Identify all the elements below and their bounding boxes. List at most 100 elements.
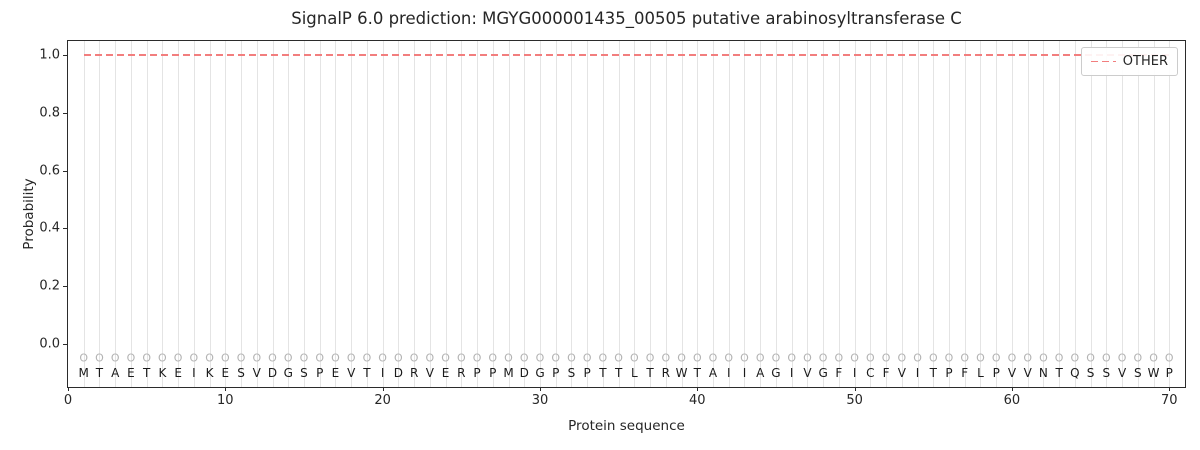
gridline [775, 41, 777, 387]
other-position-marker: O [346, 351, 356, 365]
gridline [980, 41, 982, 387]
x-tick-label: 10 [217, 393, 234, 408]
other-position-marker: O [834, 351, 844, 365]
residue-letter: R [457, 366, 466, 381]
x-tick-mark [697, 387, 699, 391]
other-position-marker: O [441, 351, 450, 365]
other-position-marker: O [850, 351, 859, 365]
residue-letter: T [693, 366, 701, 381]
residue-letter: V [252, 366, 261, 381]
residue-letter: T [614, 366, 623, 381]
other-position-marker: O [236, 351, 246, 365]
residue-letter: A [708, 366, 718, 381]
x-tick-mark [225, 387, 227, 391]
other-position-marker: O [692, 351, 702, 365]
residue-letter: P [552, 366, 560, 381]
gridline [870, 41, 872, 387]
other-position-marker: O [614, 351, 623, 365]
residue-letter: D [267, 366, 278, 381]
y-tick-label: 0.4 [39, 220, 60, 236]
other-position-marker: O [771, 351, 781, 365]
x-tick-mark [1169, 387, 1171, 391]
gridline [178, 41, 180, 387]
other-position-marker: O [110, 351, 120, 365]
gridline [461, 41, 463, 387]
other-position-marker: O [1023, 351, 1033, 365]
other-position-marker: O [866, 351, 875, 365]
residue-letter: T [1055, 366, 1063, 381]
other-position-marker: O [488, 351, 498, 365]
residue-letter: E [127, 366, 135, 381]
residue-letter: S [300, 366, 308, 381]
y-tick-label: 1.0 [39, 47, 60, 63]
residue-letter: G [535, 366, 545, 381]
residue-letter: W [1147, 366, 1160, 381]
gridline [681, 41, 683, 387]
gridline [587, 41, 589, 387]
gridline [665, 41, 667, 387]
other-position-marker: O [252, 351, 262, 365]
gridline [83, 41, 85, 387]
other-position-marker: O [394, 351, 403, 365]
y-tick-mark [63, 228, 67, 230]
gridline [760, 41, 762, 387]
gridline [508, 41, 510, 387]
residue-letter: I [789, 366, 794, 381]
residue-letter: F [961, 366, 969, 381]
other-position-marker: O [283, 351, 293, 365]
other-position-marker: O [991, 351, 1001, 365]
other-position-marker: O [299, 351, 309, 365]
gridline [807, 41, 809, 387]
gridline [602, 41, 604, 387]
gridline [335, 41, 337, 387]
other-position-marker: O [95, 351, 104, 365]
gridline [854, 41, 856, 387]
x-tick-label: 20 [374, 393, 391, 408]
gridline [1169, 41, 1171, 387]
other-position-marker: O [661, 351, 671, 365]
gridline [697, 41, 699, 387]
gridline [303, 41, 305, 387]
residue-letter: S [1133, 366, 1142, 381]
gridline [1043, 41, 1045, 387]
x-tick-mark [854, 387, 856, 391]
gridline [555, 41, 557, 387]
residue-letter: I [726, 366, 731, 381]
gridline [162, 41, 164, 387]
residue-letter: I [380, 366, 385, 381]
other-position-marker: O [519, 351, 529, 365]
gridline [319, 41, 321, 387]
residue-letter: V [803, 366, 812, 381]
residue-letter: T [142, 366, 151, 381]
gridline [272, 41, 274, 387]
residue-letter: M [78, 366, 89, 381]
residue-letter: E [441, 366, 450, 381]
gridline [225, 41, 227, 387]
other-position-marker: O [268, 351, 277, 365]
residue-letter: L [631, 366, 638, 381]
gridline [115, 41, 117, 387]
x-tick-label: 70 [1160, 393, 1178, 408]
other-position-marker: O [928, 351, 938, 365]
other-position-marker: O [818, 351, 828, 365]
other-position-marker: O [976, 351, 985, 365]
other-position-marker: O [205, 351, 214, 365]
gridline [634, 41, 636, 387]
residue-letter: I [915, 366, 920, 381]
gridline [571, 41, 573, 387]
residue-letter: S [237, 366, 245, 381]
residue-letter: F [835, 366, 843, 381]
other-position-marker: O [79, 351, 89, 365]
residue-letter: C [866, 366, 875, 381]
residue-letter: I [852, 366, 857, 381]
other-position-marker: O [331, 351, 340, 365]
gridline [1011, 41, 1013, 387]
residue-letter: E [331, 366, 340, 381]
other-position-marker: O [740, 351, 749, 365]
residue-letter: E [221, 366, 230, 381]
gridline [398, 41, 400, 387]
gridline [1090, 41, 1092, 387]
gridline [1027, 41, 1029, 387]
other-position-marker: O [1039, 351, 1048, 365]
